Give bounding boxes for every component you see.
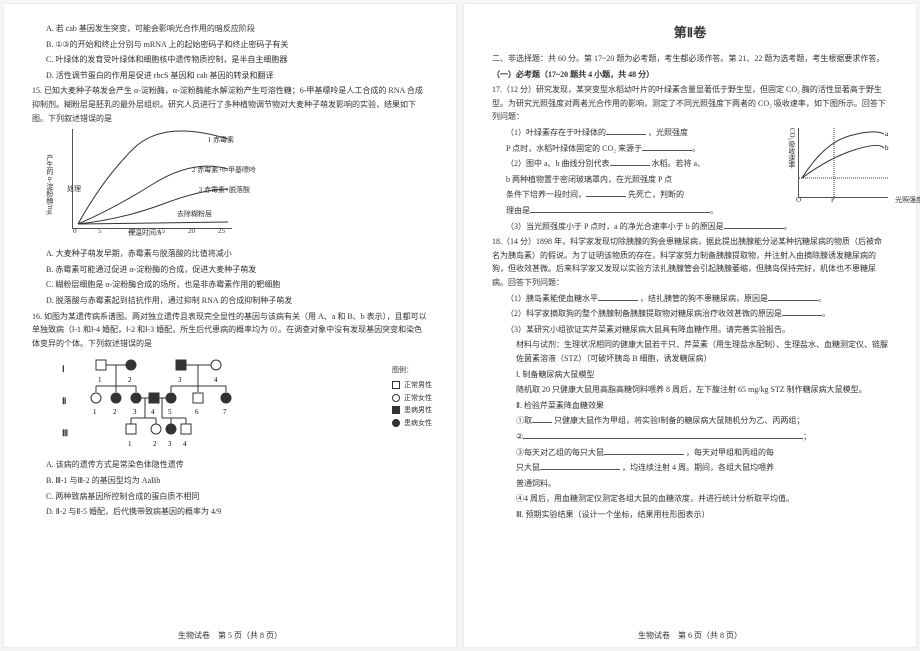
- svg-text:1: 1: [98, 376, 102, 384]
- opt-c: C. 叶绿体的发育受叶绿体和细胞核中遗传物质控制，是半自主细胞器: [32, 53, 428, 67]
- remove-label: 去除糊粉层: [177, 209, 212, 221]
- sub-title: （一）必考题（17~20 题共 4 小题，共 48 分）: [492, 68, 888, 82]
- opt-b: B. ①③的开始和终止分别与 mRNA 上的起始密码子和终止密码子有关: [32, 38, 428, 52]
- svg-text:6: 6: [195, 408, 199, 416]
- svg-text:4: 4: [183, 440, 187, 448]
- svg-text:5: 5: [168, 408, 172, 416]
- q16-c: C. 两种致病基因所控制合成的蛋白质不相同: [32, 490, 428, 504]
- q17-3: （3）当光照强度小于 P 点时，a 的净光合速率小于 b 的原因是。: [492, 220, 888, 234]
- svg-text:7: 7: [223, 408, 227, 416]
- step1-title: Ⅰ. 制备糖尿病大鼠模型: [492, 368, 888, 382]
- q18-2: （2）科学家摘取狗的整个胰腺制备胰腺提取物对糖尿病治疗收效甚微的原因是。: [492, 307, 888, 321]
- q17-stem: 17.（12 分）研究发现，某突变型水稻幼叶片的叶绿素含量显著低于野生型，但固定…: [492, 83, 888, 124]
- q15-stem: 15. 已知大麦种子萌发会产生 α-淀粉酶，α-淀粉酶能水解淀粉产生可溶性糖；6…: [32, 84, 428, 125]
- svg-text:1: 1: [128, 440, 132, 448]
- q16-stem: 16. 如图为某遗传病系谱图。两对独立遗传且表现完全显性的基因与该病有关（用 A…: [32, 310, 428, 351]
- curve2-label: 2 赤霉素+6-甲基嘌呤: [192, 165, 256, 177]
- curve1-label: 1 赤霉素: [208, 135, 234, 147]
- page-left: A. 若 cab 基因发生突变，可能会影响光合作用的暗反应阶段 B. ①③的开始…: [4, 4, 456, 647]
- curve3-label: 3 赤霉素+脱落酸: [199, 185, 250, 197]
- q15-b: B. 赤霉素可能通过促进 α-淀粉酶的合成，促进大麦种子萌发: [32, 263, 428, 277]
- section-desc: 二、非选择题：共 60 分。第 17~20 题为必考题，考生都必须作答。第 21…: [492, 52, 888, 66]
- q17-chart: a b O P 光照强度 CO₂吸收速率: [798, 128, 888, 198]
- pedigree-legend: 图例： 正常男性 正常女性 患病男性 患病女性: [392, 364, 432, 429]
- svg-text:4: 4: [214, 376, 218, 384]
- q18-3: （3）某研究小组欲证实芹菜素对糖尿病大鼠具有降血糖作用。请完善实验报告。: [492, 323, 888, 337]
- page-right: 第Ⅱ卷 二、非选择题：共 60 分。第 17~20 题为必考题，考生都必须作答。…: [464, 4, 916, 647]
- svg-text:3: 3: [133, 408, 137, 416]
- section-title: 第Ⅱ卷: [492, 22, 888, 44]
- footer-left: 生物试卷 第 5 页（共 8 页）: [4, 629, 456, 643]
- svg-text:2: 2: [153, 440, 157, 448]
- opt-d: D. 活性调节蛋白的作用是促进 rbcS 基因和 cab 基因的转录和翻译: [32, 69, 428, 83]
- q16-a: A. 该病的遗传方式是常染色体隐性遗传: [32, 458, 428, 472]
- ylabel: 产生的 α-淀粉酶/mg: [43, 154, 55, 215]
- materials: 材料与试剂：生理状况相同的健康大鼠若干只、芹菜素（用生理盐水配制）、生理盐水、血…: [492, 338, 888, 365]
- step1-body: 随机取 20 只健康大鼠用高脂高糖饲料喂养 8 周后，左下腹注射 65 mg/k…: [492, 383, 888, 397]
- q16-b: B. Ⅲ-1 与Ⅲ-2 的基因型均为 AaBb: [32, 474, 428, 488]
- step2-4: ④4 周后，用血糖测定仪测定各组大鼠的血糖浓度，并进行统计分析取平均值。: [492, 492, 888, 506]
- q15-chart: 1 赤霉素 2 赤霉素+6-甲基嘌呤 3 赤霉素+脱落酸 处理 去除糊粉层 产生…: [72, 129, 232, 229]
- opt-a: A. 若 cab 基因发生突变，可能会影响光合作用的暗反应阶段: [32, 22, 428, 36]
- pedigree-chart: Ⅰ Ⅱ Ⅲ 12 34: [62, 354, 342, 454]
- step3-title: Ⅲ. 预期实验结果（设计一个坐标，结果用柱形图表示）: [492, 508, 888, 522]
- svg-text:b: b: [885, 144, 889, 152]
- q18-1: （1）胰岛素能使血糖水平 ，结扎胰管的狗不患糖尿病，原因是。: [492, 292, 888, 306]
- q15-a: A. 大麦种子萌发早期，赤霉素与脱落酸的比值将减小: [32, 247, 428, 261]
- svg-text:a: a: [885, 130, 889, 138]
- q15-d: D. 脱落酸与赤霉素起到拮抗作用，通过抑制 RNA 的合成抑制种子萌发: [32, 294, 428, 308]
- svg-text:3: 3: [178, 376, 182, 384]
- step2-title: Ⅱ. 检验芹菜素降血糖效果: [492, 399, 888, 413]
- q18-stem: 18.（14 分）1898 年，科学家发现切除胰腺的狗会患糖尿病，据此提出胰腺能…: [492, 235, 888, 289]
- q15-c: C. 糊粉层细胞是 α-淀粉酶合成的场所，也是非赤霉素作用的靶细胞: [32, 278, 428, 292]
- footer-right: 生物试卷 第 6 页（共 8 页）: [464, 629, 916, 643]
- svg-text:2: 2: [128, 376, 132, 384]
- pedigree-svg: 1 2 3 4 1 2 3 4 5 6 7: [76, 354, 336, 454]
- svg-text:1: 1: [93, 408, 97, 416]
- treat-label: 处理: [67, 184, 81, 196]
- svg-text:4: 4: [151, 408, 155, 416]
- svg-text:2: 2: [113, 408, 117, 416]
- q16-d: D. Ⅱ-2 与Ⅱ-5 婚配，后代携带致病基因的概率为 4/9: [32, 505, 428, 519]
- svg-text:3: 3: [168, 440, 172, 448]
